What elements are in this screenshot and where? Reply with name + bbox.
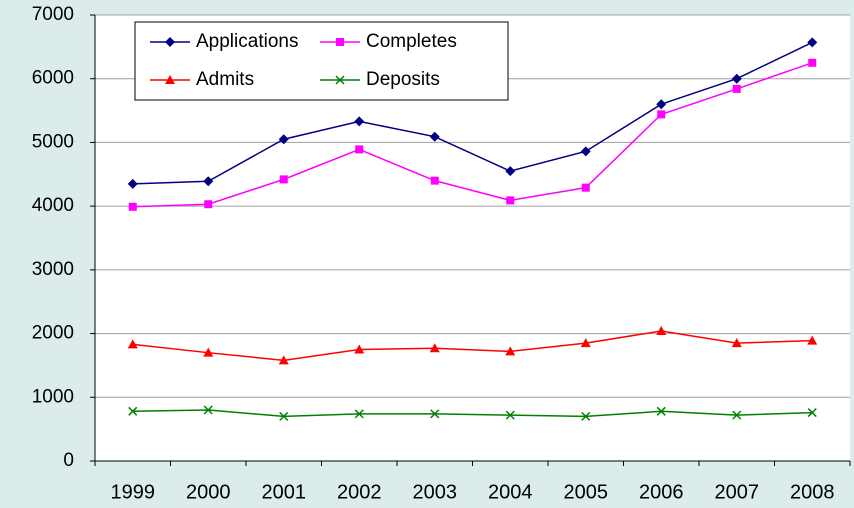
x-tick-label: 2006 [639, 481, 684, 503]
marker [335, 75, 345, 85]
legend-label: Completes [366, 31, 457, 52]
marker [204, 200, 213, 209]
series-line [132, 62, 813, 208]
marker [355, 145, 364, 154]
marker [278, 134, 289, 145]
x-tick-label: 2001 [262, 481, 307, 503]
series-line [132, 41, 813, 185]
y-tick-label: 7000 [32, 4, 74, 25]
marker [731, 338, 742, 348]
marker [429, 131, 440, 142]
y-tick-label: 6000 [32, 68, 74, 89]
y-tick-label: 5000 [32, 131, 74, 152]
marker [807, 37, 818, 48]
marker [430, 176, 439, 185]
marker [336, 38, 344, 46]
marker [165, 75, 175, 84]
x-tick-label: 1999 [111, 481, 156, 503]
marker [506, 196, 515, 205]
x-tick-label: 2008 [790, 481, 835, 503]
marker [127, 339, 138, 349]
legend-label: Admits [196, 69, 254, 90]
x-tick-label: 2000 [186, 481, 231, 503]
legend [134, 21, 509, 101]
marker [657, 110, 666, 119]
y-tick-label: 3000 [32, 259, 74, 280]
marker [807, 335, 818, 345]
marker [354, 409, 364, 419]
marker [732, 84, 741, 93]
marker [581, 183, 590, 192]
marker [581, 411, 591, 421]
series-line [132, 409, 813, 418]
marker [807, 408, 817, 418]
marker [279, 411, 289, 421]
marker [429, 343, 440, 353]
marker [203, 176, 214, 187]
marker [580, 146, 591, 157]
marker [656, 326, 667, 336]
y-tick-label: 0 [63, 450, 74, 471]
x-tick-label: 2002 [337, 481, 382, 503]
x-tick-label: 2004 [488, 481, 533, 503]
marker [203, 347, 214, 357]
marker [505, 166, 516, 177]
marker [505, 410, 515, 420]
marker [808, 58, 817, 67]
marker [731, 73, 742, 84]
marker [354, 116, 365, 127]
y-tick-label: 2000 [32, 323, 74, 344]
marker [203, 405, 213, 415]
legend-label: Applications [196, 31, 298, 52]
x-tick-label: 2003 [413, 481, 458, 503]
y-tick-label: 1000 [32, 386, 74, 407]
marker [505, 346, 516, 356]
legend-label: Deposits [366, 69, 440, 90]
marker [279, 175, 288, 184]
marker [128, 406, 138, 416]
series-line [132, 330, 813, 362]
marker [580, 338, 591, 348]
x-tick-label: 2007 [715, 481, 760, 503]
x-tick-label: 2005 [564, 481, 609, 503]
marker [278, 355, 289, 365]
marker [165, 37, 175, 47]
marker [656, 99, 667, 110]
marker [732, 410, 742, 420]
marker [656, 406, 666, 416]
marker [430, 409, 440, 419]
marker [127, 178, 138, 189]
marker [128, 202, 137, 211]
y-tick-label: 4000 [32, 195, 74, 216]
marker [354, 344, 365, 354]
